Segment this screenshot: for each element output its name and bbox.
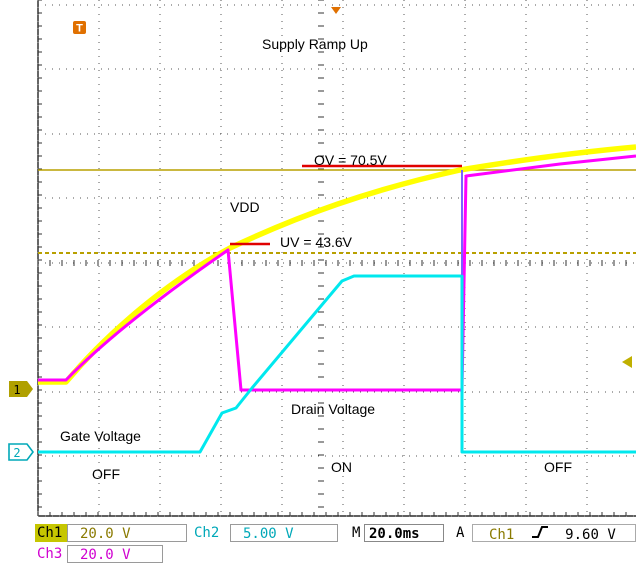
trigger-source: Ch1 [489,527,515,543]
trigger-mode: A [456,525,465,541]
trigger-level: 9.60 V [565,527,616,543]
vdd-label: VDD [230,199,260,215]
drain-voltage-label: Drain Voltage [291,401,375,417]
timebase-label: M [352,525,361,541]
trigger-t-label: T [76,23,83,35]
ov-label: OV = 70.5V [314,152,387,168]
trigger-position-icon [331,7,341,14]
screen-title: Supply Ramp Up [262,36,368,52]
vdd-waveform [38,144,636,385]
ch2-label[interactable]: Ch2 [194,525,220,541]
ch1-marker-icon [9,381,33,397]
trigger-settings[interactable]: Ch1 9.60 V [472,524,636,543]
gate-voltage-waveform [38,274,636,454]
ch1-level-arrow-icon [622,356,632,368]
off-right-label: OFF [544,459,572,475]
gate-voltage-label: Gate Voltage [60,428,141,444]
on-label: ON [331,459,352,475]
ch3-scale[interactable]: 20.0 V [67,545,163,563]
ch2-marker-label: 2 [13,446,20,460]
graticule-grid [37,0,636,517]
rising-edge-icon [529,525,551,538]
drain-voltage-waveform [38,154,636,392]
ch2-marker-icon [8,443,34,461]
ch2-scale[interactable]: 5.00 V [230,524,338,542]
ch1-scale[interactable]: 20.0 V [67,524,187,542]
trigger-t-icon [73,21,86,34]
ch1-marker-label: 1 [13,383,20,397]
off-left-label: OFF [92,466,120,482]
uv-label: UV = 43.6V [280,234,353,250]
ch1-label[interactable]: Ch1 [35,524,67,542]
ch3-label[interactable]: Ch3 [37,546,63,562]
timebase-value[interactable]: 20.0ms [364,524,444,542]
